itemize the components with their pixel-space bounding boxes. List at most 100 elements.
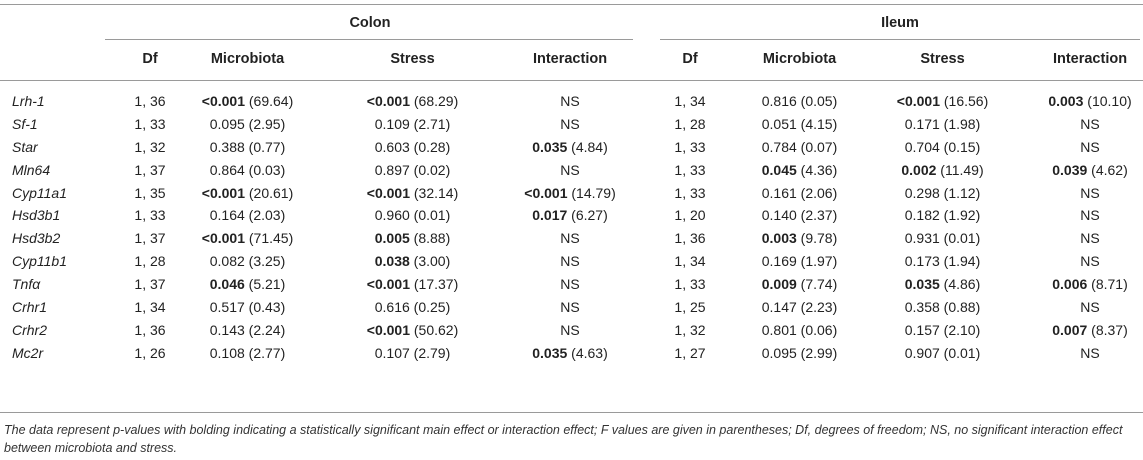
cell-text: 0.095 (2.95)	[209, 115, 286, 132]
cell-interaction-colon: NS	[510, 162, 630, 178]
cell-df-colon: 1, 33	[110, 116, 190, 132]
cell-text: 0.182 (1.92)	[904, 207, 981, 224]
cell-text: NS	[1080, 230, 1100, 247]
cell-text: NS	[1080, 207, 1100, 224]
table-row: Mc2r 1, 26 0.108 (2.77) 0.107 (2.79) 0.035 (…	[0, 343, 1143, 366]
cell-interaction-ileum: NS	[1040, 253, 1140, 269]
cell-microbiota-ileum: 0.140 (2.37)	[742, 207, 857, 223]
cell-text: (8.71)	[1087, 276, 1128, 293]
cell-text: 1, 36	[134, 321, 166, 338]
table-row: Crhr2 1, 36 0.143 (2.24) <0.001 (50.62) NS 1,…	[0, 320, 1143, 343]
significant-p-value: <0.001	[366, 93, 410, 109]
group-header-ileum: Ileum	[881, 15, 919, 31]
significant-p-value: <0.001	[524, 184, 568, 201]
cell-text: NS	[560, 115, 580, 132]
cell-stress-colon: 0.109 (2.71)	[355, 116, 470, 132]
cell-microbiota-colon: 0.517 (0.43)	[190, 299, 305, 315]
column-header-microbiota-colon: Microbiota	[210, 51, 285, 67]
cell-text: 1, 28	[674, 115, 706, 132]
cell-interaction-colon: 0.017 (6.27)	[510, 207, 630, 223]
cell-text: 0.147 (2.23)	[761, 299, 838, 316]
cell-microbiota-colon: 0.143 (2.24)	[190, 322, 305, 338]
table-body: Lrh-1 1, 36 <0.001 (69.64) <0.001 (68.29) NS…	[0, 91, 1143, 366]
cell-df-colon: 1, 37	[110, 230, 190, 246]
cell-stress-ileum: 0.358 (0.88)	[890, 299, 995, 315]
cell-text: NS	[560, 276, 580, 293]
cell-text: (69.64)	[244, 93, 294, 109]
cell-text: (4.62)	[1087, 161, 1128, 178]
gene-name: Crhr2	[12, 321, 48, 338]
cell-df-ileum: 1, 33	[650, 139, 730, 155]
cell-text: (14.79)	[567, 184, 616, 201]
cell-df-colon: 1, 32	[110, 139, 190, 155]
significant-p-value: 0.035	[532, 344, 568, 361]
cell-text: 1, 37	[134, 161, 166, 178]
significant-p-value: 0.046	[209, 276, 245, 293]
cell-text: NS	[560, 321, 580, 338]
cell-stress-colon: 0.038 (3.00)	[355, 253, 470, 269]
cell-interaction-colon: NS	[510, 322, 630, 338]
cell-text: (32.14)	[409, 184, 459, 201]
cell-text: 1, 32	[674, 321, 706, 338]
significant-p-value: 0.039	[1052, 161, 1088, 178]
cell-stress-ileum: 0.704 (0.15)	[890, 139, 995, 155]
table-footnote: The data represent p-values with bolding…	[4, 423, 1123, 455]
cell-stress-ileum: 0.931 (0.01)	[890, 230, 995, 246]
cell-text: (8.88)	[409, 230, 451, 247]
bottom-rule	[0, 412, 1143, 413]
cell-text: NS	[1080, 344, 1100, 361]
gene-name: Mc2r	[12, 344, 44, 361]
significant-p-value: <0.001	[366, 321, 410, 338]
cell-text: 0.169 (1.97)	[761, 253, 838, 270]
cell-text: NS	[1080, 299, 1100, 316]
header-rule	[0, 80, 1143, 81]
cell-text: 1, 33	[134, 207, 166, 224]
cell-microbiota-colon: 0.108 (2.77)	[190, 345, 305, 361]
significant-p-value: <0.001	[896, 93, 940, 109]
gene-name: Tnfα	[12, 276, 41, 293]
cell-microbiota-ileum: 0.169 (1.97)	[742, 253, 857, 269]
table-row: Hsd3b2 1, 37 <0.001 (71.45) 0.005 (8.88) NS 1…	[0, 228, 1143, 251]
cell-text: 1, 20	[674, 207, 706, 224]
column-header-microbiota-ileum: Microbiota	[762, 51, 837, 67]
cell-stress-colon: 0.107 (2.79)	[355, 345, 470, 361]
table-row: Cyp11b1 1, 28 0.082 (3.25) 0.038 (3.00) NS 1,…	[0, 251, 1143, 274]
cell-text: (20.61)	[244, 184, 294, 201]
cell-text: (7.74)	[796, 276, 838, 293]
column-header-df-ileum: Df	[682, 51, 698, 67]
column-header-interaction-colon: Interaction	[532, 51, 608, 67]
gene-name: Hsd3b1	[12, 207, 61, 224]
cell-interaction-ileum: NS	[1040, 116, 1140, 132]
table-row: Hsd3b1 1, 33 0.164 (2.03) 0.960 (0.01) 0.017…	[0, 205, 1143, 228]
cell-microbiota-ileum: 0.784 (0.07)	[742, 139, 857, 155]
significant-p-value: 0.035	[532, 138, 568, 155]
cell-df-colon: 1, 37	[110, 162, 190, 178]
cell-df-ileum: 1, 20	[650, 207, 730, 223]
cell-text: 0.704 (0.15)	[904, 138, 981, 155]
cell-microbiota-colon: 0.046 (5.21)	[190, 276, 305, 292]
cell-df-ileum: 1, 33	[650, 276, 730, 292]
cell-text: 1, 36	[674, 230, 706, 247]
cell-text: 0.107 (2.79)	[374, 344, 451, 361]
cell-stress-ileum: 0.173 (1.94)	[890, 253, 995, 269]
column-header-df-colon: Df	[142, 51, 158, 67]
cell-stress-colon: 0.897 (0.02)	[355, 162, 470, 178]
cell-df-colon: 1, 35	[110, 185, 190, 201]
cell-df-colon: 1, 33	[110, 207, 190, 223]
cell-microbiota-colon: <0.001 (69.64)	[190, 93, 305, 109]
cell-text: 0.864 (0.03)	[209, 161, 286, 178]
cell-text: 0.109 (2.71)	[374, 115, 451, 132]
cell-text: NS	[1080, 138, 1100, 155]
cell-stress-ileum: 0.157 (2.10)	[890, 322, 995, 338]
cell-text: 0.095 (2.99)	[761, 344, 838, 361]
cell-text: 0.051 (4.15)	[761, 115, 838, 132]
cell-interaction-ileum: NS	[1040, 230, 1140, 246]
gene-name: Cyp11a1	[12, 184, 68, 201]
cell-text: 0.108 (2.77)	[209, 344, 286, 361]
significant-p-value: 0.045	[761, 161, 797, 178]
cell-text: 0.907 (0.01)	[904, 344, 981, 361]
cell-interaction-colon: NS	[510, 230, 630, 246]
cell-text: NS	[1080, 184, 1100, 201]
cell-text: 1, 34	[674, 93, 706, 109]
cell-df-colon: 1, 28	[110, 253, 190, 269]
